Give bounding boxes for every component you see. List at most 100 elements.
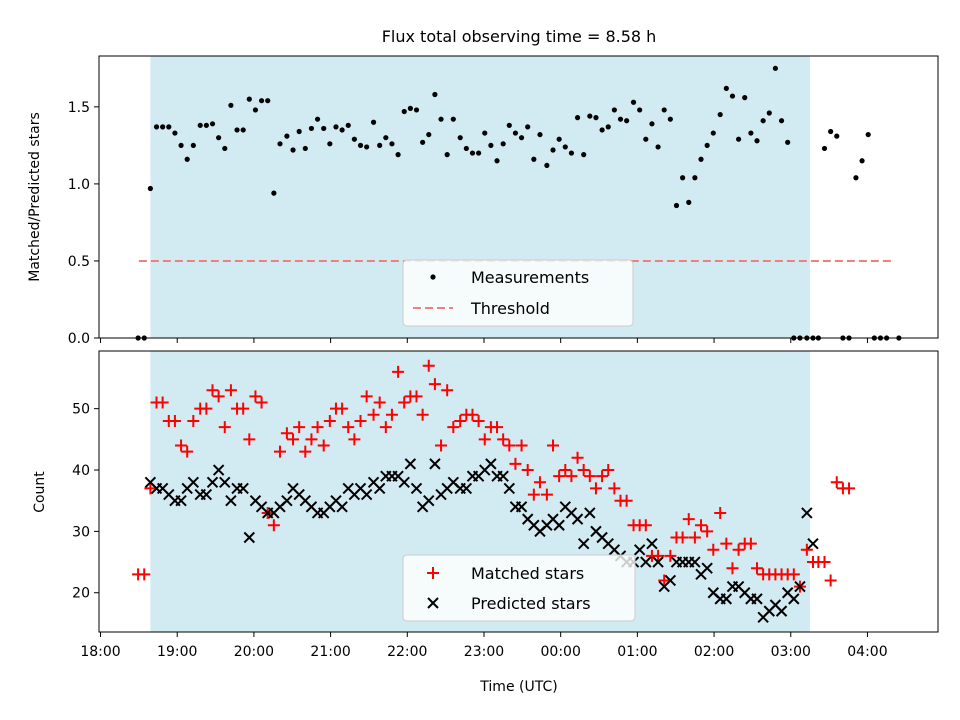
measurement-point — [401, 108, 407, 115]
matched-star-point — [589, 482, 602, 495]
matched-star-point — [472, 414, 485, 427]
matched-star-point — [553, 470, 566, 483]
predicted-star-point — [460, 482, 473, 495]
matched-star-point — [509, 457, 522, 470]
matched-star-point — [714, 506, 727, 519]
measurement-point — [216, 135, 222, 141]
predicted-star-point — [720, 593, 733, 605]
measurement-point — [568, 150, 575, 156]
measurement-point — [500, 141, 506, 147]
matched-star-point — [373, 396, 386, 409]
chart-title: Flux total observing time = 8.58 h — [382, 27, 657, 46]
measurement-point — [624, 118, 630, 124]
matched-star-point — [559, 464, 572, 477]
matched-star-point — [293, 421, 306, 434]
measurement-point — [296, 128, 302, 135]
measurement-point — [587, 113, 593, 119]
matched-star-point — [273, 445, 286, 458]
matched-star-point — [732, 543, 745, 556]
measurement-point — [834, 133, 840, 139]
measurement-point — [698, 156, 704, 162]
measurement-point — [643, 136, 649, 142]
predicted-star-point — [640, 556, 652, 568]
measurement-point — [327, 141, 333, 147]
matched-star-point — [212, 390, 225, 403]
legend-matched-marker — [427, 567, 439, 579]
matched-star-point — [676, 531, 689, 544]
panel-ratio: 0.0 0.5 1.0 1.5 Matched/Predicted stars Mea… — [27, 55, 939, 347]
matched-star-point — [175, 439, 188, 452]
measurement-point — [153, 124, 160, 130]
predicted-star-point — [200, 488, 213, 501]
measurement-point — [488, 142, 494, 148]
matched-star-point — [695, 519, 708, 532]
predicted-star-point — [373, 482, 386, 495]
measurement-point — [395, 152, 401, 158]
predicted-star-point — [515, 501, 528, 513]
legend-frame-bottom — [402, 554, 636, 622]
matched-star-point — [299, 445, 312, 458]
measurement-point — [661, 107, 667, 113]
legend-predicted-label: Predicted stars — [471, 594, 591, 613]
matched-star-point — [843, 482, 856, 495]
measurement-point — [265, 98, 271, 104]
matched-star-point — [478, 433, 491, 446]
matched-star-point — [547, 439, 560, 452]
measurement-point — [364, 144, 370, 150]
measurement-point — [556, 136, 562, 142]
matched-star-point — [206, 384, 219, 397]
measurement-point — [407, 105, 413, 111]
measurement-point — [314, 116, 321, 122]
x-tick-label: 02:00 — [694, 644, 734, 660]
measurement-point — [550, 147, 556, 153]
x-tick-label: 03:00 — [771, 644, 811, 660]
measurement-point — [444, 152, 450, 158]
matched-star-point — [267, 519, 280, 532]
measurement-point — [637, 107, 643, 113]
matched-star-point — [156, 396, 169, 409]
x-tick-label: 19:00 — [157, 644, 197, 660]
measurement-points — [135, 65, 902, 341]
measurement-point — [748, 130, 754, 136]
matched-star-point — [658, 574, 671, 587]
x-tick-label: 23:00 — [464, 644, 504, 660]
y-tick-label: 1.0 — [68, 177, 90, 193]
measurement-point — [717, 111, 723, 118]
measurement-point — [290, 147, 296, 153]
panel-counts: 20 30 40 50 18:00 19:00 20:00 21:00 22:00 23:00 0… — [32, 351, 939, 695]
matched-star-point — [218, 421, 231, 434]
measurement-point — [544, 162, 550, 169]
measurement-point — [277, 141, 283, 147]
measurement-point — [339, 127, 345, 133]
predicted-star-point — [646, 537, 658, 550]
x-tick-label: 21:00 — [310, 644, 350, 660]
matched-star-point — [435, 439, 448, 452]
matched-star-point — [311, 421, 324, 434]
measurement-point — [778, 118, 785, 124]
y-axis-label-top: Matched/Predicted stars — [27, 112, 43, 282]
measurement-point — [828, 128, 834, 135]
measurement-point — [506, 122, 512, 128]
matched-star-point — [583, 470, 596, 483]
measurement-point — [333, 124, 339, 130]
measurement-point — [463, 145, 469, 152]
y-axis-label-bottom: Count — [32, 471, 48, 513]
predicted-star-point — [219, 476, 231, 489]
measurement-point — [531, 156, 537, 162]
matched-star-point — [410, 390, 423, 403]
predicted-star-point — [801, 507, 813, 519]
matched-star-point — [824, 574, 837, 587]
matched-star-point — [379, 421, 392, 434]
matched-star-point — [428, 378, 441, 391]
matched-star-point — [367, 408, 380, 421]
matched-star-point — [608, 482, 621, 495]
matched-star-point — [342, 421, 355, 434]
measurement-point — [302, 145, 308, 152]
measurement-point — [686, 199, 692, 205]
matched-star-point — [280, 427, 293, 440]
measurement-point — [284, 133, 290, 139]
matched-star-point — [144, 482, 157, 495]
matched-star-point — [224, 384, 237, 397]
measurement-point — [147, 185, 153, 192]
measurement-point — [184, 156, 190, 162]
